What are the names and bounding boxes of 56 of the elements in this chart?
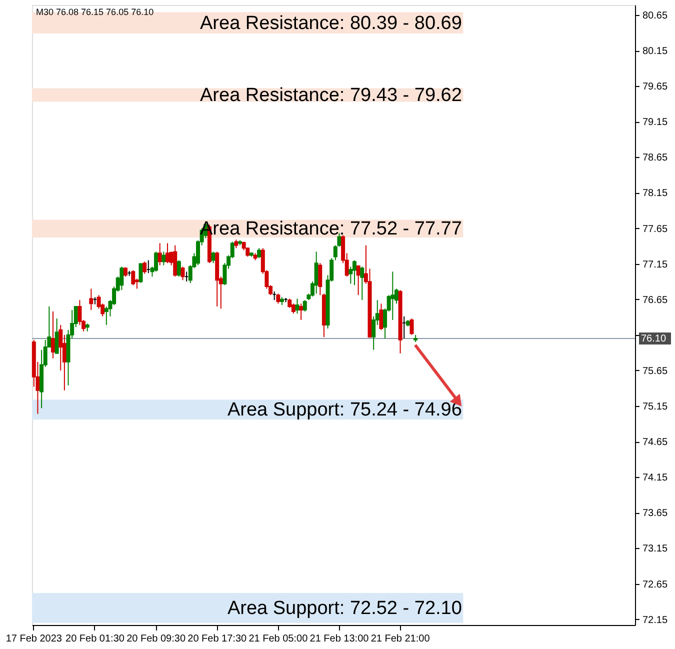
y-tick-label: 73.15 bbox=[642, 544, 668, 555]
candlestick bbox=[360, 266, 364, 301]
candlestick bbox=[120, 266, 124, 291]
y-tick-label: 74.65 bbox=[642, 437, 668, 448]
y-tick-label: 77.15 bbox=[642, 259, 668, 270]
candlestick bbox=[295, 298, 300, 314]
candlestick bbox=[176, 260, 181, 278]
candlestick bbox=[54, 318, 59, 354]
candlestick bbox=[158, 242, 162, 266]
candlestick bbox=[165, 242, 170, 264]
band-label: Area Resistance: 79.43 - 79.62 bbox=[200, 84, 462, 106]
candlestick bbox=[356, 264, 360, 296]
x-tick-label: 21 Feb 05:00 bbox=[248, 634, 308, 644]
x-tick-label: 20 Feb 01:30 bbox=[66, 634, 125, 644]
candlestick bbox=[299, 303, 304, 320]
y-tick-label: 72.15 bbox=[642, 614, 668, 626]
y-tick-label: 72.65 bbox=[642, 579, 668, 590]
y-tick-label: 75.15 bbox=[642, 402, 668, 413]
candlestick bbox=[302, 300, 307, 312]
x-tick-label: 17 Feb 2023 bbox=[6, 634, 62, 644]
candlestick bbox=[50, 310, 55, 359]
y-tick-label: 76.65 bbox=[642, 294, 668, 306]
y-tick-label: 73.65 bbox=[642, 508, 668, 520]
y-tick-label: 80.15 bbox=[642, 46, 668, 58]
y-tick-label: 75.65 bbox=[642, 366, 668, 377]
candlestick bbox=[410, 318, 414, 336]
candlestick bbox=[379, 303, 384, 330]
y-tick-label: 78.65 bbox=[642, 152, 668, 164]
candlestick bbox=[390, 271, 395, 320]
candlestick bbox=[154, 251, 158, 272]
candlestick bbox=[162, 251, 166, 266]
candlestick bbox=[131, 270, 136, 286]
candlestick bbox=[142, 261, 147, 274]
candlestick bbox=[257, 248, 262, 259]
candlestick bbox=[180, 266, 185, 281]
candlestick bbox=[138, 262, 143, 284]
x-tick-label: 21 Feb 13:00 bbox=[310, 634, 370, 644]
candlestick bbox=[211, 251, 216, 264]
x-tick-label: 21 Feb 21:00 bbox=[370, 634, 430, 644]
x-tick-label: 20 Feb 09:30 bbox=[126, 634, 186, 644]
candlestick bbox=[276, 293, 280, 304]
y-tick-label: 74.15 bbox=[642, 472, 668, 484]
y-tick-label: 77.65 bbox=[642, 224, 668, 235]
ref-line-label: 76.10 bbox=[641, 333, 666, 344]
y-tick-label: 79.65 bbox=[642, 82, 668, 93]
y-tick-label: 79.15 bbox=[642, 117, 668, 128]
candlestick bbox=[352, 260, 356, 286]
band-label: Area Support: 75.24 - 74.96 bbox=[227, 400, 462, 421]
candlestick bbox=[89, 288, 94, 311]
y-tick-label: 80.65 bbox=[642, 10, 668, 22]
annotation: M30 76.08 76.15 76.05 76.10 bbox=[36, 7, 154, 17]
candlestick bbox=[173, 244, 178, 278]
y-tick-label: 78.15 bbox=[642, 188, 668, 200]
band-label: Area Resistance: 80.39 - 80.69 bbox=[200, 12, 462, 34]
x-tick-label: 20 Feb 17:30 bbox=[188, 634, 248, 644]
band-label: Area Support: 72.52 - 72.10 bbox=[227, 598, 462, 619]
